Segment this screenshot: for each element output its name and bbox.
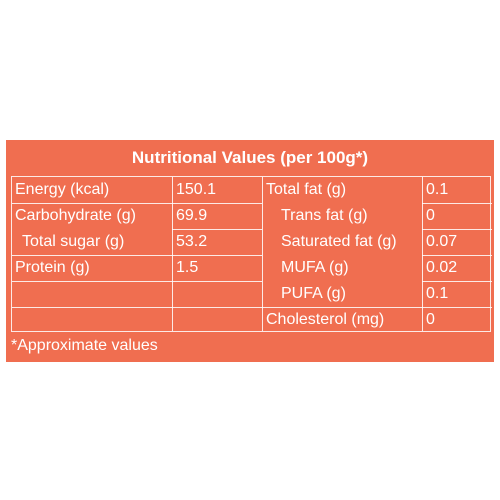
- footnote: *Approximate values: [11, 337, 158, 354]
- left-row-value: 150.1: [176, 181, 217, 198]
- right-row-value: 0.1: [426, 285, 449, 302]
- row-divider: [422, 203, 492, 204]
- right-row-value: 0: [426, 311, 435, 328]
- left-row-value: 1.5: [176, 259, 199, 276]
- right-row-value: 0.1: [426, 181, 449, 198]
- left-row-label: Energy (kcal): [15, 181, 110, 198]
- row-divider: [422, 255, 492, 256]
- right-row-label: Trans fat (g): [281, 207, 368, 224]
- left-row-label: Total sugar (g): [22, 233, 125, 250]
- right-row-label: PUFA (g): [281, 285, 346, 302]
- right-row-label: MUFA (g): [281, 259, 349, 276]
- right-row-value: 0: [426, 207, 435, 224]
- right-row-label: Cholesterol (mg): [266, 311, 385, 328]
- nutrition-title: Nutritional Values (per 100g*): [131, 148, 369, 167]
- row-divider: [262, 307, 492, 308]
- column-divider: [262, 177, 263, 331]
- nutrition-table: Energy (kcal) 150.1 Carbohydrate (g) 69.…: [11, 176, 492, 332]
- right-row-label: Saturated fat (g): [281, 233, 397, 250]
- row-divider: [422, 281, 492, 282]
- column-divider: [172, 177, 173, 331]
- left-row-label: Carbohydrate (g): [15, 207, 136, 224]
- row-divider: [422, 229, 492, 230]
- row-divider: [12, 255, 262, 256]
- left-row-label: Protein (g): [15, 259, 90, 276]
- row-divider: [12, 203, 262, 204]
- right-row-label: Total fat (g): [266, 181, 347, 198]
- row-divider: [12, 281, 262, 282]
- right-row-value: 0.02: [426, 259, 458, 276]
- nutrition-panel: Nutritional Values (per 100g*) Energy (k…: [6, 140, 494, 362]
- row-divider: [172, 229, 262, 230]
- right-row-value: 0.07: [426, 233, 458, 250]
- row-divider: [12, 307, 262, 308]
- left-row-value: 53.2: [176, 233, 208, 250]
- column-divider: [422, 177, 423, 331]
- left-row-value: 69.9: [176, 207, 208, 224]
